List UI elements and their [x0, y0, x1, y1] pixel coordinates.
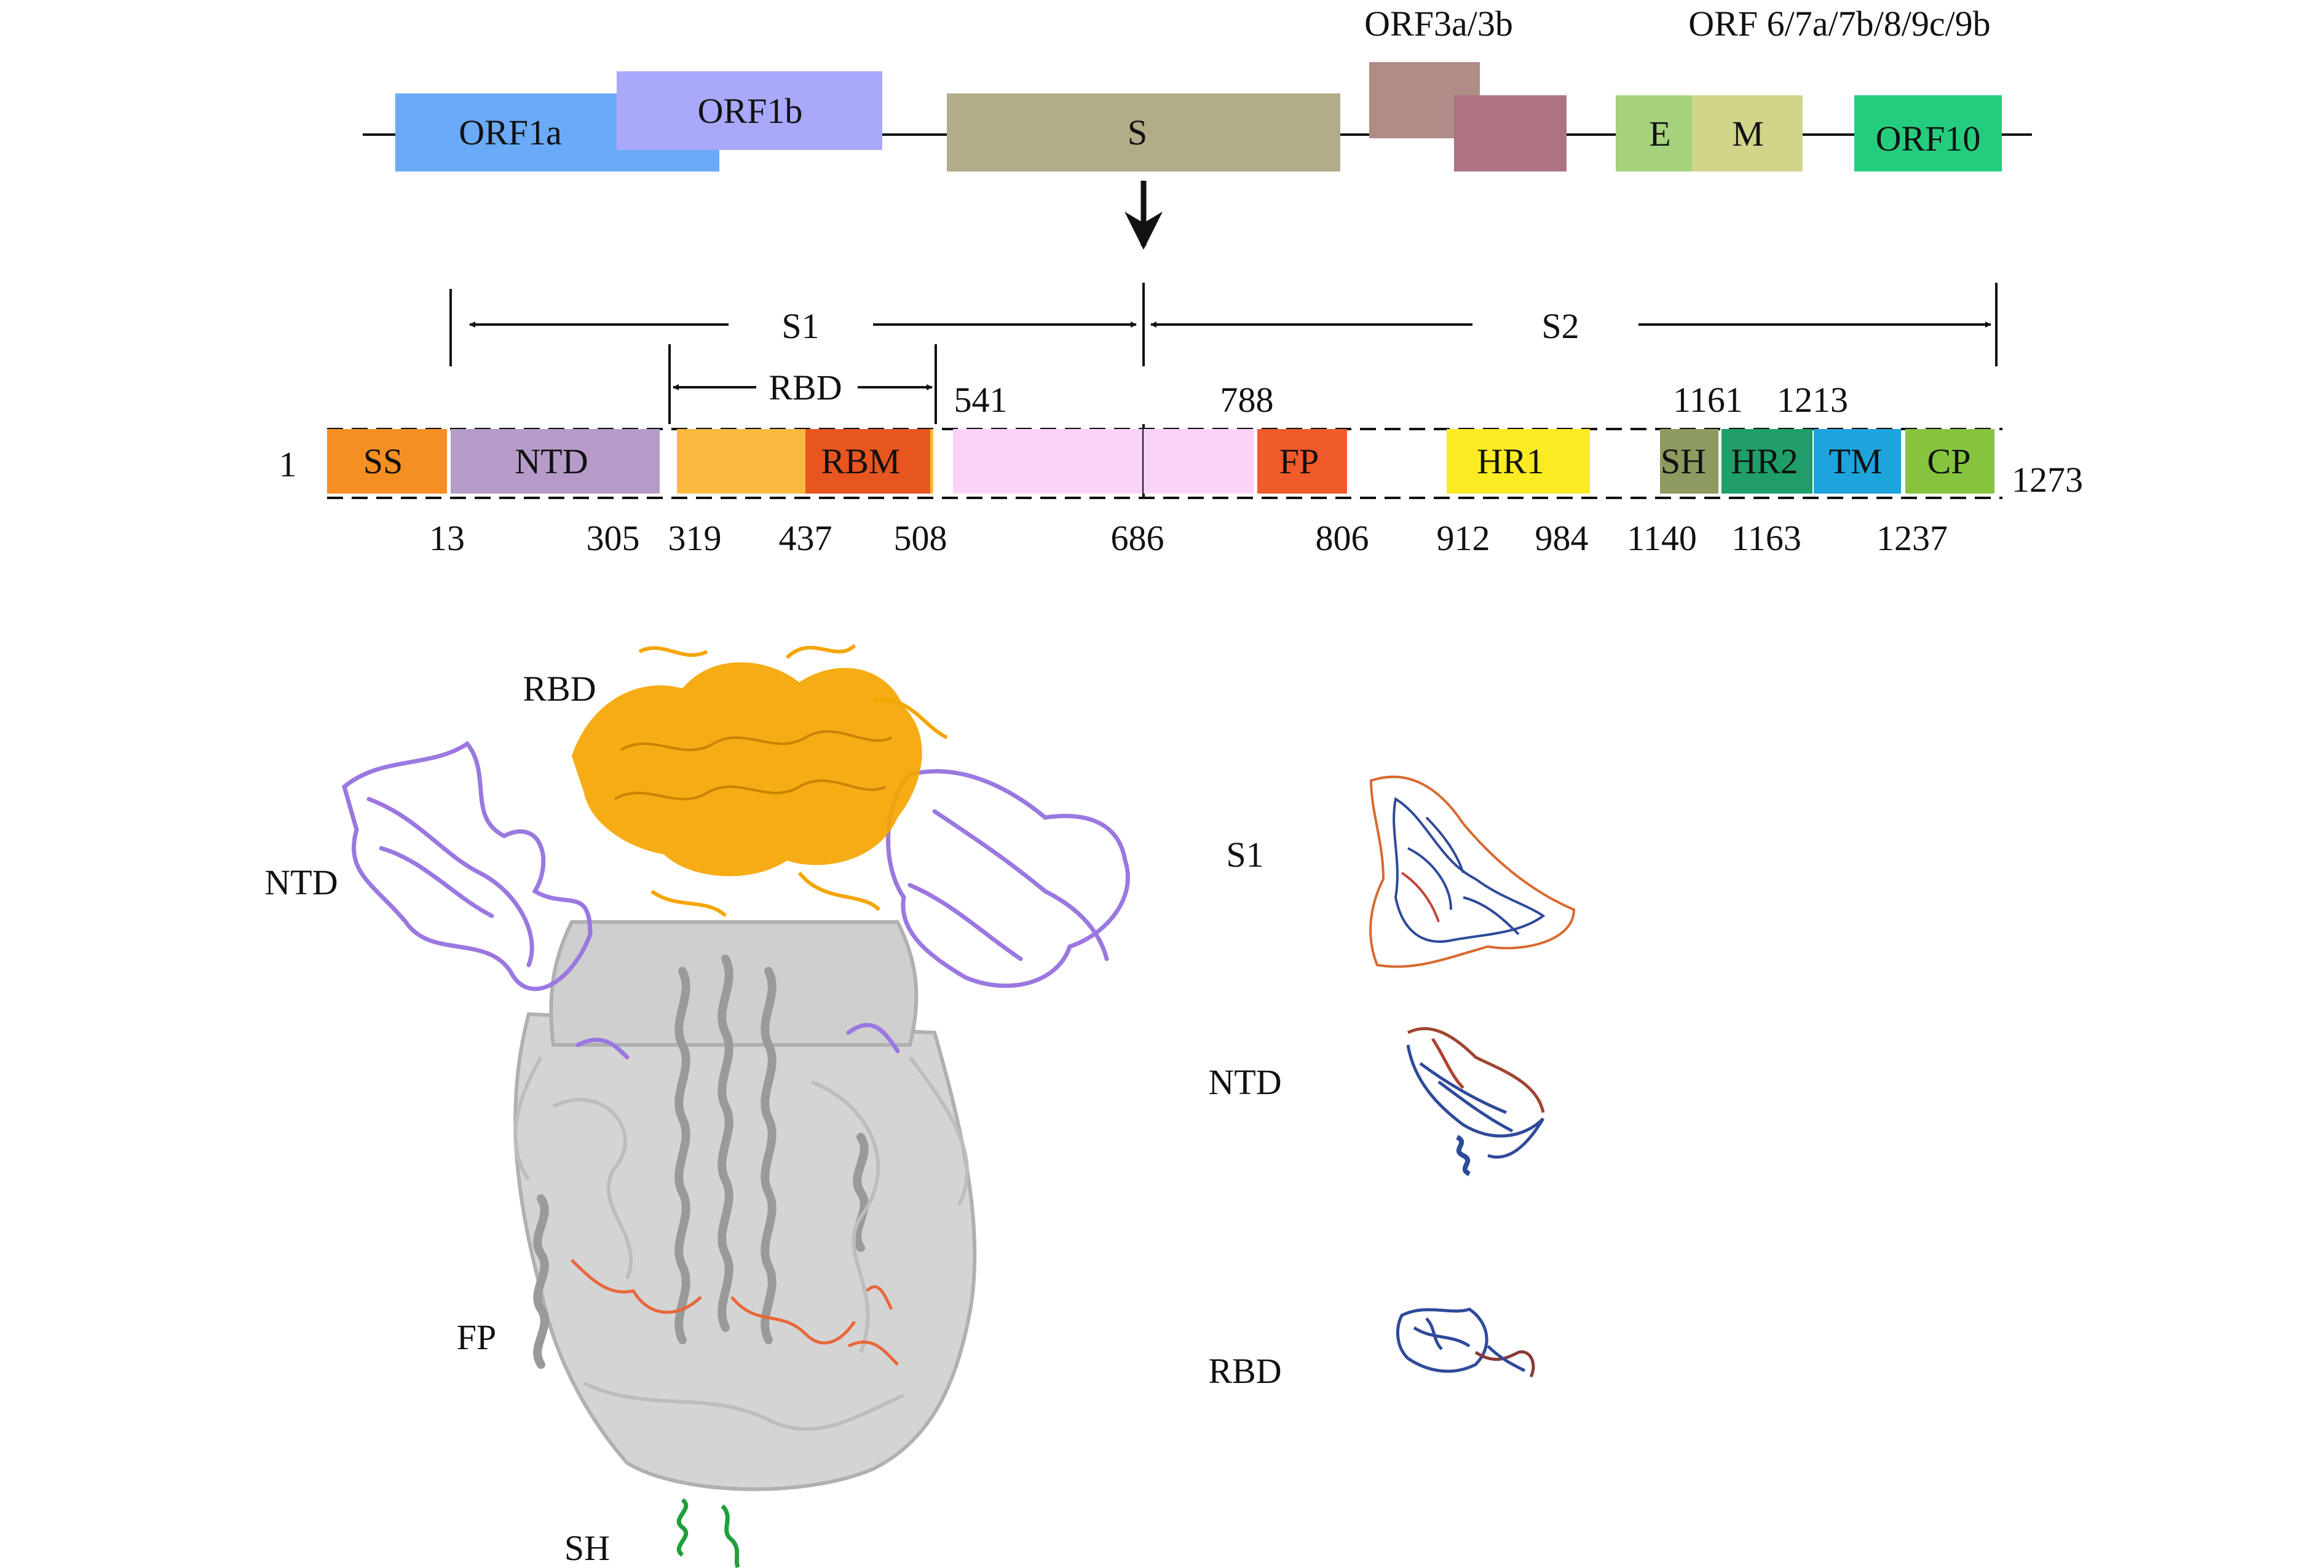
domain-rbm: RBM — [805, 429, 930, 494]
rbd-ribbon — [572, 644, 948, 918]
svg-text:ORF10: ORF10 — [1876, 119, 1981, 159]
rbd-region-label: RBD — [769, 368, 842, 408]
ntd-domain-image — [1406, 1027, 1545, 1176]
residue-984: 984 — [1535, 518, 1589, 558]
residue-319: 319 — [668, 518, 722, 558]
svg-text:SS: SS — [363, 441, 403, 481]
gene-s: S — [947, 93, 1340, 171]
domain-tm: TM — [1814, 429, 1901, 494]
residue-686: 686 — [1111, 518, 1164, 558]
svg-text:RBM: RBM — [821, 441, 901, 481]
structure-label-sh: SH — [564, 1528, 610, 1568]
gene-m: M — [1692, 95, 1803, 171]
thumbnail-ntd-label: NTD — [1208, 1062, 1281, 1102]
residue-305: 305 — [587, 518, 640, 558]
genome-map: ORF1a ORF1b S ORF3a/3b E M ORF 6/7a/7b/8… — [363, 4, 2032, 250]
residue-508: 508 — [894, 518, 947, 558]
domain-ss: SS — [327, 429, 447, 494]
accessory-orf-label: ORF 6/7a/7b/8/9c/9b — [1688, 4, 1990, 44]
structure-label-rbd: RBD — [523, 669, 596, 709]
s1-trimer-image — [1369, 775, 1576, 968]
rbd-domain-image — [1396, 1307, 1535, 1378]
ntd-ribbon — [342, 741, 1130, 1060]
residue-806: 806 — [1316, 518, 1369, 558]
svg-text:HR2: HR2 — [1731, 441, 1798, 481]
structure-label-fp: FP — [457, 1317, 497, 1357]
sh-ribbon — [676, 1498, 740, 1568]
domain-s1-tail — [953, 429, 1144, 494]
fp-ribbon — [571, 1259, 899, 1366]
domain-ntd: NTD — [451, 429, 660, 494]
domain-hr2: HR2 — [1721, 429, 1812, 494]
spike-end-label: 1273 — [2012, 460, 2083, 500]
gene-orf10: ORF10 — [1854, 95, 2002, 171]
domain-thumbnails: S1 NTD RBD — [1208, 775, 1576, 1391]
core-ribbon — [513, 920, 977, 1491]
s2-region-label: S2 — [1541, 306, 1579, 346]
spike-start-label: 1 — [279, 444, 297, 484]
svg-text:E: E — [1649, 114, 1670, 154]
thumbnail-s1-label: S1 — [1226, 835, 1263, 875]
thumbnail-s1: S1 — [1226, 775, 1576, 968]
svg-text:TM: TM — [1829, 441, 1883, 481]
svg-text:CP: CP — [1927, 441, 1971, 481]
residue-1140: 1140 — [1627, 518, 1697, 558]
domain-cp: CP — [1905, 429, 1994, 494]
domain-hr1: HR1 — [1447, 429, 1590, 494]
residue-1237: 1237 — [1876, 518, 1948, 558]
svg-text:ORF1b: ORF1b — [698, 91, 803, 131]
residue-912: 912 — [1437, 518, 1490, 558]
residue-541: 541 — [954, 380, 1008, 420]
residue-437: 437 — [779, 518, 832, 558]
residue-1213: 1213 — [1777, 380, 1848, 420]
s1-region-label: S1 — [781, 306, 819, 346]
thumbnail-ntd: NTD — [1208, 1027, 1545, 1176]
thumbnail-rbd: RBD — [1208, 1307, 1535, 1391]
spike-trimer-structure: RBD NTD FP SH — [264, 644, 1130, 1568]
spike-domain-map: S1 S2 RBD SS NTD RBM — [279, 283, 2083, 558]
domain-sh: SH — [1660, 429, 1718, 494]
residue-1161: 1161 — [1673, 380, 1743, 420]
svg-text:HR1: HR1 — [1477, 441, 1544, 481]
svg-text:M: M — [1732, 114, 1764, 154]
thumbnail-rbd-label: RBD — [1208, 1351, 1281, 1391]
gene-orf1b: ORF1b — [617, 71, 882, 150]
residue-13: 13 — [429, 518, 465, 558]
gene-e: E — [1616, 95, 1692, 171]
svg-text:NTD: NTD — [515, 441, 588, 481]
gene-orf3b — [1454, 95, 1567, 171]
residue-788: 788 — [1220, 380, 1274, 420]
orf3-label: ORF3a/3b — [1364, 4, 1513, 44]
svg-text:FP: FP — [1279, 441, 1319, 481]
domain-s2-head — [1144, 429, 1254, 494]
domain-fp: FP — [1257, 429, 1347, 494]
svg-text:S: S — [1128, 112, 1147, 152]
residue-1163: 1163 — [1731, 518, 1801, 558]
svg-text:ORF1a: ORF1a — [459, 112, 562, 152]
svg-text:SH: SH — [1661, 441, 1706, 481]
structure-label-ntd: NTD — [264, 862, 338, 902]
